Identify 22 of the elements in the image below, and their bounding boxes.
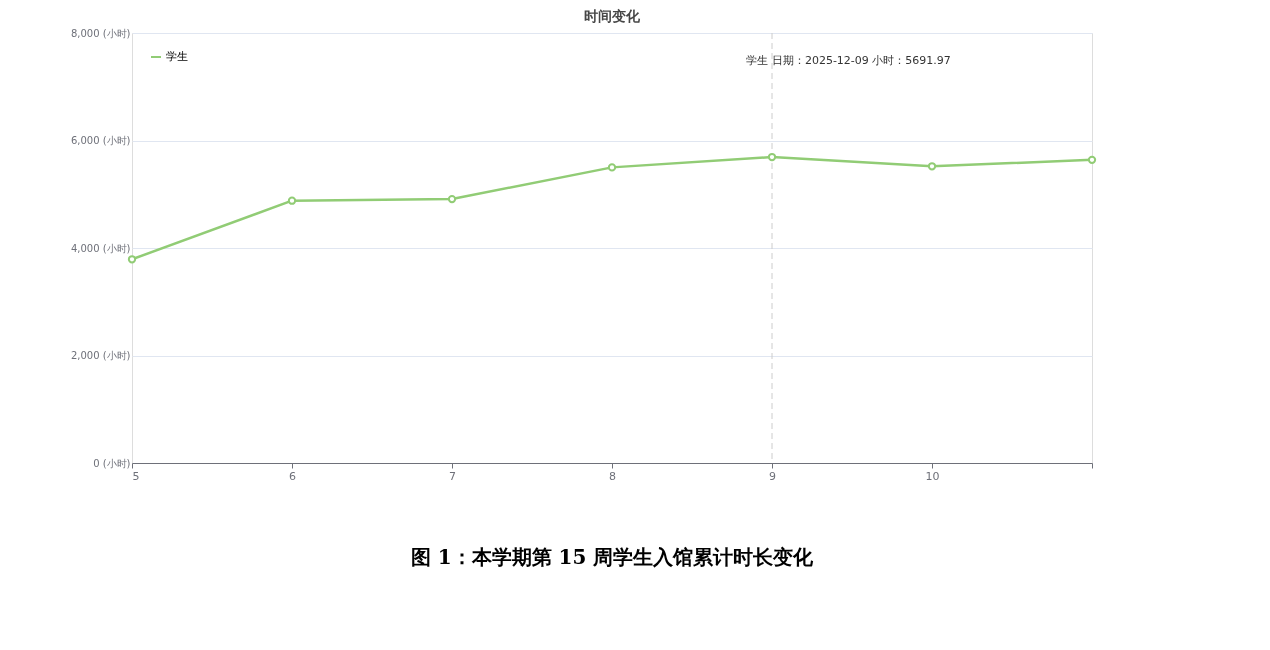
point (607, 163, 617, 172)
point (1087, 155, 1097, 165)
point (127, 255, 137, 264)
x-tick-label: 7 (449, 469, 456, 483)
x-tick-label: 6 (289, 469, 296, 483)
y-tick-label: 6,000 (小时) (70, 135, 131, 146)
caption: 图 1：本学期第 15 周学生入馆累计时长变化 (410, 545, 815, 569)
y-tick-label: 2,000 (小时) (70, 350, 131, 361)
y-tick-label: 4,000 (小时) (70, 242, 131, 254)
x-tick-label: 5 (132, 469, 140, 483)
point (447, 194, 457, 204)
point (927, 162, 937, 171)
legend-label: 学生 (166, 50, 188, 63)
y-tick-label: 8,000 (小时) (70, 27, 131, 39)
point (767, 152, 777, 162)
chart-title: 时间变化 (584, 8, 641, 24)
x-tick-label: 8 (609, 469, 616, 483)
annotation: 学生 日期：2025-12-09 小时：5691.97 (746, 54, 951, 67)
x-tick-label: 9 (769, 469, 776, 483)
y-tick-label: 0 (小时) (93, 457, 131, 469)
x-tick-label: 10 (925, 469, 940, 483)
point (287, 196, 297, 205)
